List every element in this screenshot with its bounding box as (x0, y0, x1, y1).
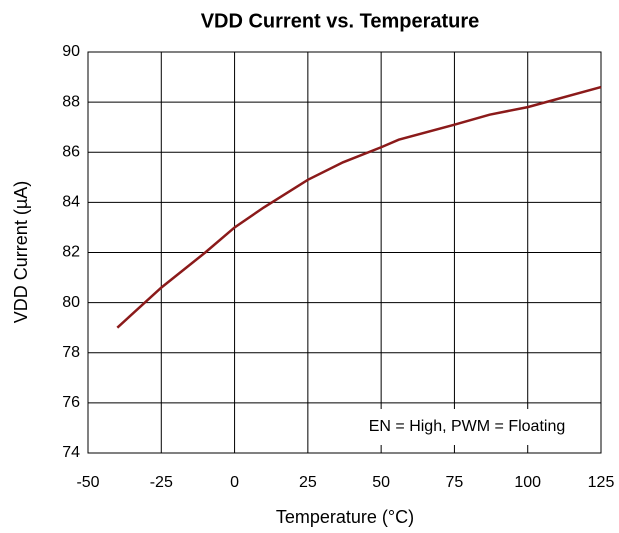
y-tick-label: 74 (62, 444, 80, 461)
y-tick-label: 90 (62, 43, 80, 60)
y-tick-label: 86 (62, 143, 80, 160)
y-tick-label: 80 (62, 294, 80, 311)
x-axis-label: Temperature (°C) (276, 507, 414, 527)
y-tick-label: 88 (62, 93, 80, 110)
x-tick-label: 50 (372, 474, 390, 491)
x-tick-label: -25 (150, 474, 173, 491)
data-line (116, 85, 602, 329)
x-tick-label: 0 (230, 474, 239, 491)
y-tick-label: 82 (62, 244, 80, 261)
y-tick-label: 76 (62, 394, 80, 411)
y-tick-label: 78 (62, 344, 80, 361)
annotation-box (336, 409, 598, 445)
x-tick-label: 100 (514, 474, 541, 491)
annotation: EN = High, PWM = Floating (369, 418, 566, 435)
plot-frame (87, 51, 602, 454)
x-tick-label: 75 (446, 474, 464, 491)
y-tick-label: 84 (62, 194, 80, 211)
chart-title: VDD Current vs. Temperature (201, 10, 480, 32)
x-tick-label: 25 (299, 474, 317, 491)
x-tick-label: -50 (76, 474, 99, 491)
x-tick-label: 125 (588, 474, 615, 491)
y-axis-label: VDD Current (µA) (11, 181, 31, 323)
